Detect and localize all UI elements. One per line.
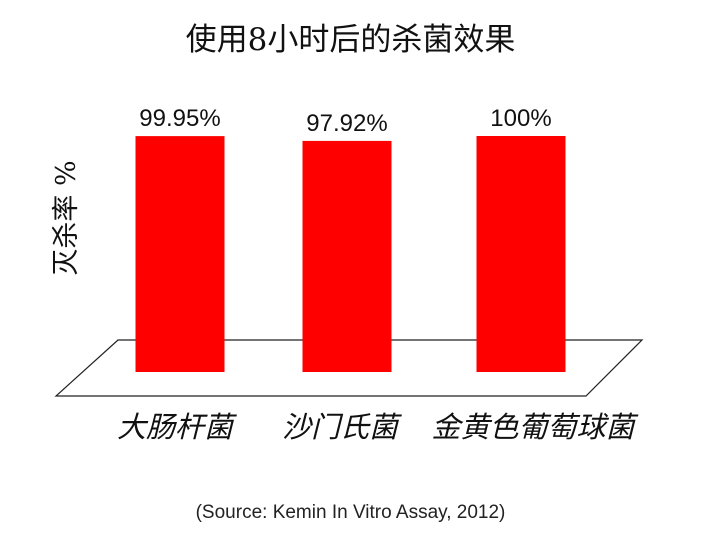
data-label-3: 100% xyxy=(490,105,551,132)
chart-floor-plane xyxy=(54,339,644,397)
category-label-1: 大肠杆菌 xyxy=(117,410,237,444)
source-note: (Source: Kemin In Vitro Assay, 2012) xyxy=(195,502,506,523)
data-label-1: 99.95% xyxy=(139,105,220,132)
category-label-2: 沙门氏菌 xyxy=(282,410,402,444)
category-label-3: 金黄色葡萄球菌 xyxy=(431,410,638,444)
bar-2 xyxy=(302,140,392,372)
bars-group: 99.95% 大肠杆菌 97.92% 沙门氏菌 100% 金黄色葡萄球菌 xyxy=(117,105,639,444)
bar-1 xyxy=(135,136,225,372)
chart-title: 使用8小时后的杀菌效果 xyxy=(185,22,516,58)
bar-3 xyxy=(476,136,566,372)
y-axis-label: 灭杀率 % xyxy=(51,160,82,275)
data-label-2: 97.92% xyxy=(306,110,387,137)
